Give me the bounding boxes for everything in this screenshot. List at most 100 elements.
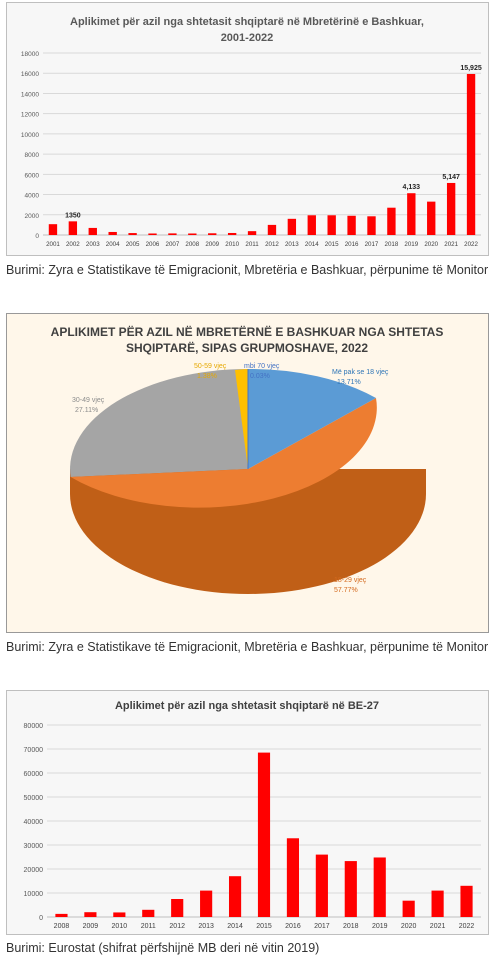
bar [68,221,78,235]
chart3-source-caption: Burimi: Eurostat (shifrat përfshijnë MB … [6,941,320,955]
pct-30-49: 27.11% [75,407,98,414]
x-tick-label: 2019 [372,923,388,930]
chart3-title: Aplikimet për azil nga shtetasit shqipta… [115,700,379,712]
x-tick-label: 2004 [106,241,120,248]
x-tick-label: 2013 [198,923,214,930]
pct-50-59: 1.38% [197,373,217,380]
uk-asylum-chart: Aplikimet për azil nga shtetasit shqipta… [6,2,489,256]
uk-age-group-chart: APLIKIMET PËR AZIL NË MBRETËRNË E BASHKU… [6,313,489,633]
bar [108,231,117,235]
bar [148,233,157,235]
bar [55,913,68,917]
y-tick-label: 14000 [21,91,39,98]
x-tick-label: 2020 [401,923,417,930]
bar [287,218,297,235]
bar [247,231,257,235]
chart2-title-line2: SHQIPTARË, SIPAS GRUPMOSHAVE, 2022 [126,340,368,355]
x-tick-label: 2007 [166,241,180,248]
x-tick-label: 2010 [112,923,128,930]
x-tick-label: 2018 [343,923,359,930]
pie-slice-50-59 [235,369,248,469]
x-tick-label: 2014 [305,241,319,248]
data-label: 15,925 [460,65,482,72]
bar [466,73,476,235]
bar [307,215,316,235]
y-tick-label: 40000 [24,819,44,826]
y-tick-label: 80000 [24,723,44,730]
x-tick-label: 2011 [141,923,156,930]
chart2-title-line1: APLIKIMET PËR AZIL NË MBRETËRNË E BASHKU… [51,324,444,339]
age-group-pie-chart: APLIKIMET PËR AZIL NË MBRETËRNË E BASHKU… [51,324,444,594]
pct-over-70: 0.03% [250,373,270,380]
x-tick-label: 2016 [345,241,359,248]
y-tick-label: 6000 [25,172,40,179]
eu27-asylum-chart: Aplikimet për azil nga shtetasit shqipta… [6,690,489,935]
x-tick-label: 2008 [54,923,70,930]
y-tick-label: 30000 [24,843,44,850]
pie-slice-under-18 [248,368,376,469]
x-tick-label: 2011 [245,241,259,248]
x-tick-label: 2019 [404,241,418,248]
y-tick-label: 0 [39,915,43,922]
bar [373,857,386,917]
y-tick-label: 20000 [24,867,44,874]
y-tick-label: 60000 [24,771,44,778]
pct-18-29: 57.77% [334,587,358,594]
bar [171,899,184,917]
x-tick-label: 2008 [185,241,199,248]
chart1-title-line2: 2001-2022 [221,32,274,44]
x-tick-label: 2015 [325,241,339,248]
pct-under-18: 13.71% [337,379,361,386]
bar [367,216,376,235]
chart1-source-caption: Burimi: Zyra e Statistikave të Emigracio… [6,263,489,277]
bar [286,838,300,917]
y-tick-label: 70000 [24,747,44,754]
x-tick-label: 2020 [424,241,438,248]
x-tick-label: 2003 [86,241,100,248]
bar [267,224,277,235]
y-tick-label: 0 [35,233,39,240]
x-tick-label: 2005 [126,241,140,248]
bar [327,215,336,235]
bar [168,233,177,235]
bar [142,909,155,917]
x-tick-label: 2009 [83,923,99,930]
label-under-18: Më pak se 18 vjeç [332,369,389,376]
x-tick-label: 2013 [285,241,299,248]
label-18-29: 18-29 vjeç [334,577,367,584]
uk-asylum-bar-chart: Aplikimet për azil nga shtetasit shqipta… [21,16,482,248]
x-tick-label: 2014 [227,923,243,930]
label-over-70: mbi 70 vjeç [244,363,280,370]
bar [387,207,396,235]
y-tick-label: 50000 [24,795,44,802]
y-tick-label: 2000 [25,213,40,220]
y-tick-label: 10000 [21,132,39,139]
y-tick-label: 12000 [21,112,39,119]
bar [446,182,456,235]
x-tick-label: 2018 [385,241,399,248]
x-tick-label: 2010 [225,241,239,248]
x-tick-label: 2002 [66,241,80,248]
data-label: 1350 [65,212,81,219]
x-tick-label: 2009 [205,241,219,248]
x-tick-label: 2016 [285,923,301,930]
bar [128,233,137,235]
bar [402,900,415,917]
bar [347,215,356,235]
x-tick-label: 2012 [169,923,185,930]
bar [460,885,473,917]
label-30-49: 30-49 vjeç [72,397,105,404]
x-tick-label: 2015 [256,923,272,930]
x-tick-label: 2017 [314,923,330,930]
bar [257,752,271,917]
pie-slice-30-49 [70,369,248,477]
bar [88,227,97,235]
x-tick-label: 2012 [265,241,279,248]
x-tick-label: 2001 [46,241,60,248]
bar [48,224,58,235]
y-tick-label: 18000 [21,51,39,58]
bar [208,233,217,235]
y-tick-label: 16000 [21,71,39,78]
x-tick-label: 2017 [365,241,379,248]
bar [200,890,213,917]
